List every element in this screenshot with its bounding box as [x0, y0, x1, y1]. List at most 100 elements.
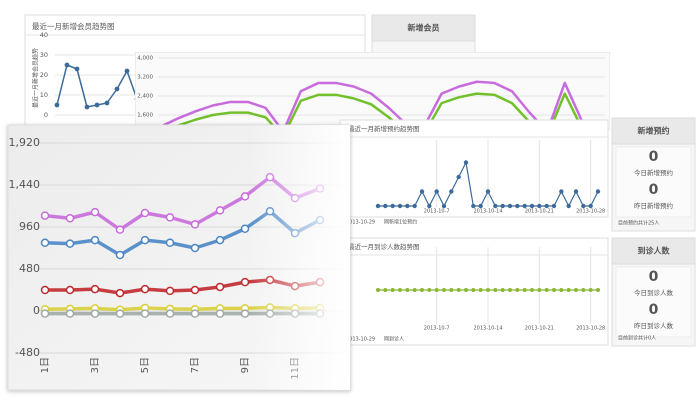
- point: [124, 68, 130, 74]
- point: [456, 174, 461, 180]
- point: [390, 287, 395, 292]
- card-highlight: [615, 146, 692, 218]
- x-tick-label: 2013-10-14: [473, 209, 502, 215]
- point: [375, 203, 381, 209]
- today-value: 0: [649, 149, 659, 165]
- point: [104, 100, 110, 106]
- y-tick-label: 40: [40, 31, 48, 39]
- point: [500, 203, 505, 209]
- panel-background: [135, 52, 610, 130]
- point: [515, 203, 520, 209]
- point: [412, 287, 417, 292]
- point: [65, 285, 75, 295]
- point: [522, 287, 527, 292]
- point: [165, 309, 175, 318]
- point: [566, 287, 571, 292]
- total-label: 目前预约共计25人: [618, 220, 659, 227]
- point: [65, 214, 75, 223]
- series-line: [159, 80, 597, 130]
- y-tick-label: 0: [33, 304, 40, 317]
- point: [215, 206, 225, 215]
- point: [588, 203, 593, 209]
- today-value: 0: [649, 269, 659, 285]
- yesterday-label: 昨日新增预约: [634, 201, 673, 210]
- point: [114, 86, 120, 92]
- point: [419, 287, 424, 292]
- y-tick-label: 10: [40, 91, 48, 99]
- total-label: 目前到诊共计0人: [618, 335, 656, 342]
- point: [383, 203, 388, 209]
- point: [537, 287, 542, 292]
- x-tick-label: 3日: [90, 357, 101, 373]
- x-tick-label: 2013-10-7: [424, 326, 450, 332]
- point: [190, 309, 200, 318]
- y-tick-label: 2,400: [137, 94, 153, 100]
- panel-footer: 2013-10-29: [346, 220, 375, 226]
- point: [140, 208, 150, 218]
- point: [463, 287, 468, 292]
- point: [40, 238, 50, 247]
- point: [507, 287, 512, 292]
- point: [449, 287, 454, 292]
- point: [559, 189, 564, 194]
- x-tick-label: 2013-10-28: [576, 209, 605, 215]
- panel-footer: 2013-10-29: [346, 337, 375, 343]
- point: [40, 285, 50, 295]
- point: [493, 203, 498, 209]
- point: [74, 66, 80, 72]
- point: [471, 287, 476, 292]
- point: [485, 189, 491, 194]
- point: [190, 243, 200, 253]
- y-tick-label: 960: [19, 220, 40, 233]
- point: [54, 102, 60, 108]
- yesterday-label: 昨日到诊人数: [634, 321, 674, 330]
- point: [434, 189, 439, 194]
- point: [115, 250, 125, 260]
- point: [478, 203, 483, 209]
- x-tick-label: 7日: [190, 357, 201, 373]
- point: [397, 287, 402, 292]
- point: [566, 203, 571, 209]
- card-title: 新增预约: [638, 126, 670, 136]
- point: [397, 203, 403, 209]
- y-tick-label: 1,920: [9, 136, 41, 149]
- card-header: [611, 117, 696, 145]
- point: [449, 189, 454, 194]
- point: [419, 189, 425, 194]
- point: [165, 286, 175, 296]
- x-tick-label: 9日: [240, 357, 251, 373]
- point: [375, 287, 380, 292]
- point: [463, 160, 469, 165]
- x-tick-label: 2013-10-21: [525, 209, 554, 215]
- point: [493, 287, 498, 292]
- x-tick-label: 2013-10-21: [525, 326, 554, 332]
- point: [165, 213, 175, 222]
- point: [405, 287, 410, 292]
- point: [427, 287, 432, 292]
- x-tick-label: 2013-10-7: [424, 209, 450, 215]
- point: [530, 287, 535, 292]
- point: [596, 287, 601, 292]
- x-tick-label: 2013-10-28: [576, 326, 605, 332]
- card-header: [611, 237, 696, 265]
- chart-panel: 1,600 2,400 3,200 4,000: [135, 52, 610, 130]
- point: [551, 203, 557, 209]
- point: [544, 287, 549, 292]
- x-tick-label: 2013-10-14: [473, 326, 502, 332]
- panel-footer: 网新增1位预约: [384, 219, 417, 226]
- point: [140, 284, 150, 294]
- point: [574, 287, 579, 292]
- point: [240, 192, 250, 201]
- point: [529, 203, 535, 209]
- point: [412, 203, 417, 209]
- point: [90, 284, 100, 294]
- yesterday-value: 0: [649, 302, 659, 318]
- panel-background: [339, 119, 609, 218]
- point: [485, 287, 490, 292]
- point: [240, 309, 250, 318]
- point: [40, 211, 50, 220]
- point: [522, 203, 527, 209]
- y-tick-label: 20: [40, 71, 48, 79]
- point: [441, 203, 447, 209]
- point: [215, 309, 225, 318]
